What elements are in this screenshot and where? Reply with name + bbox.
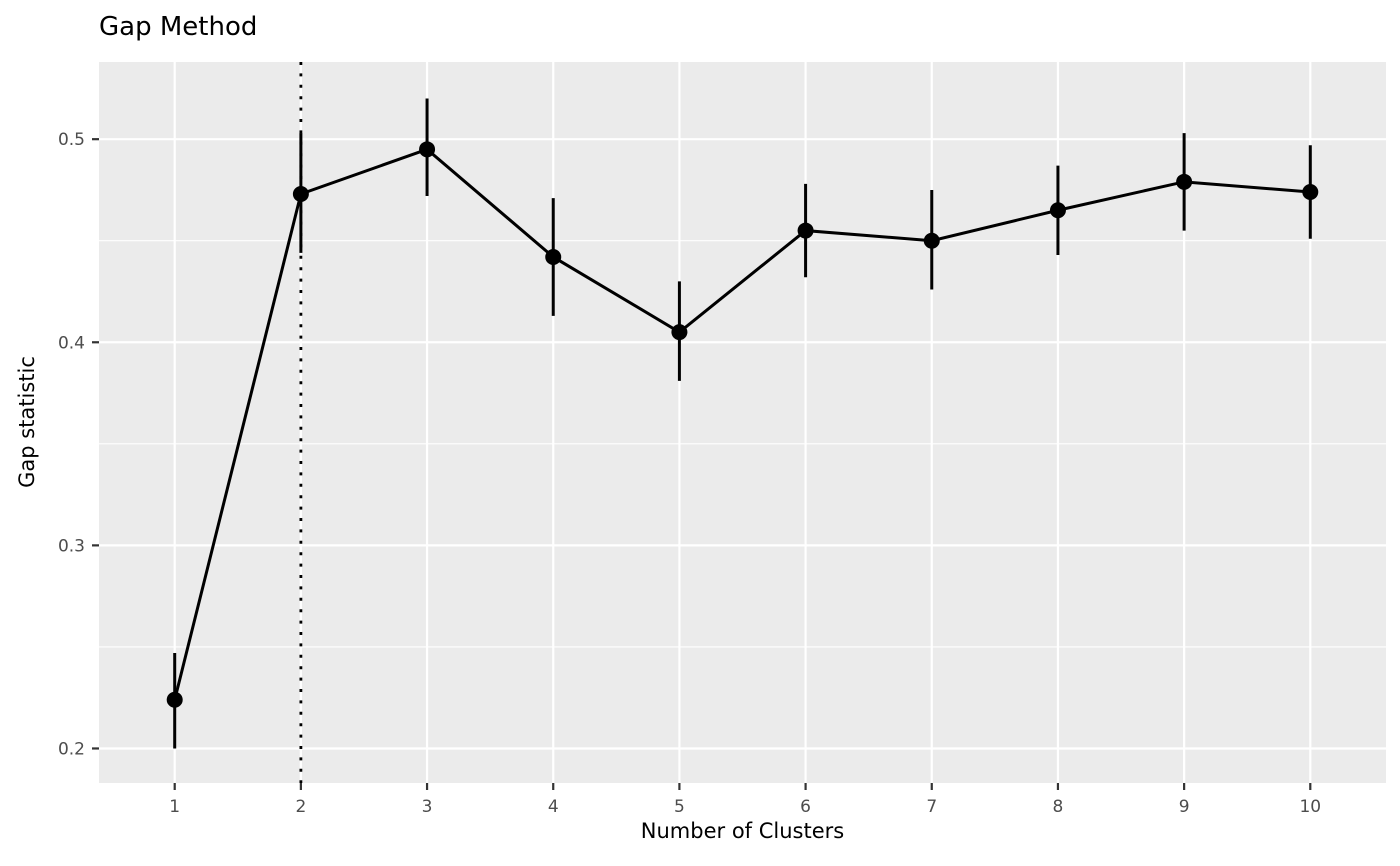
y-tick-label: 0.5 [58,130,85,150]
y-tick-label: 0.4 [58,333,85,353]
panel-background [99,62,1386,783]
data-point [671,324,688,341]
trend-line [173,147,1311,701]
x-tick-label: 5 [674,797,685,817]
x-tick-label: 4 [548,797,559,817]
x-axis-title: Number of Clusters [640,819,845,843]
data-point [797,222,814,239]
x-tick-label: 8 [1053,797,1064,817]
data-point [1176,173,1193,190]
data-point [1049,202,1066,219]
x-tick-label: 1 [169,797,180,817]
y-tick-label: 0.2 [58,739,85,759]
y-axis-title: Gap statistic [15,356,39,488]
data-point [545,248,562,265]
x-tick-label: 2 [295,797,306,817]
x-tick-label: 10 [1299,797,1321,817]
x-tick-label: 6 [800,797,811,817]
data-point [419,141,436,158]
y-tick-label: 0.3 [58,536,85,556]
x-tick-label: 7 [926,797,937,817]
data-point [923,232,940,249]
data-point [1302,183,1319,200]
data-point [166,691,183,708]
x-tick-label: 3 [422,797,433,817]
chart-title: Gap Method [99,12,258,42]
x-tick-label: 9 [1179,797,1190,817]
data-point [292,186,309,203]
